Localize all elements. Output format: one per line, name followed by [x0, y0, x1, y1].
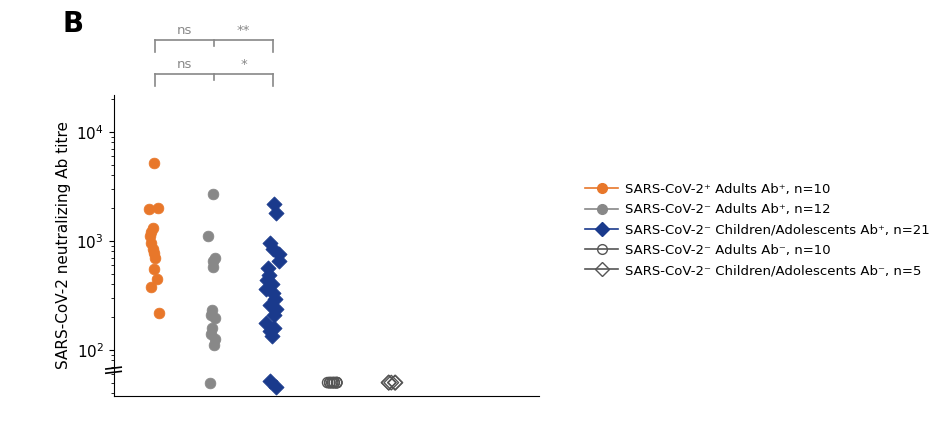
- Point: [205, 263, 220, 270]
- Point: [272, 258, 287, 265]
- Point: [203, 330, 219, 337]
- Point: [142, 206, 157, 213]
- Text: B: B: [62, 10, 83, 38]
- Point: [147, 266, 162, 273]
- Point: [201, 233, 216, 240]
- Point: [259, 276, 274, 283]
- Point: [329, 379, 344, 386]
- Point: [265, 290, 280, 297]
- Point: [143, 229, 158, 236]
- Point: [267, 325, 282, 332]
- Point: [329, 379, 344, 386]
- Point: [263, 377, 278, 384]
- Point: [144, 240, 159, 247]
- Point: [320, 379, 335, 386]
- Point: [204, 307, 219, 314]
- Point: [208, 336, 223, 343]
- Point: [268, 306, 283, 313]
- Y-axis label: SARS-CoV-2 neutralizing Ab titre: SARS-CoV-2 neutralizing Ab titre: [56, 121, 71, 369]
- Point: [325, 379, 341, 386]
- Point: [267, 311, 282, 318]
- Point: [204, 324, 219, 331]
- Point: [261, 271, 276, 278]
- Point: [205, 190, 220, 197]
- Text: ns: ns: [177, 58, 192, 71]
- Point: [326, 379, 342, 386]
- Point: [262, 301, 277, 308]
- Point: [259, 286, 274, 293]
- Point: [205, 258, 220, 265]
- Point: [145, 225, 160, 232]
- Point: [263, 240, 278, 247]
- Text: ns: ns: [177, 25, 192, 37]
- Point: [264, 333, 279, 340]
- Point: [323, 379, 338, 386]
- Point: [143, 233, 158, 240]
- Point: [384, 379, 399, 386]
- Point: [269, 383, 284, 390]
- Point: [208, 315, 223, 322]
- Point: [148, 254, 163, 261]
- Point: [267, 200, 282, 207]
- Point: [266, 245, 281, 252]
- Point: [265, 281, 280, 288]
- Legend: SARS-CoV-2⁺ Adults Ab⁺, n=10, SARS-CoV-2⁻ Adults Ab⁺, n=12, SARS-CoV-2⁻ Children: SARS-CoV-2⁺ Adults Ab⁺, n=10, SARS-CoV-2…: [580, 178, 935, 283]
- Point: [144, 283, 159, 290]
- Point: [326, 379, 342, 386]
- Point: [207, 254, 222, 261]
- Point: [387, 379, 402, 386]
- Point: [269, 209, 284, 216]
- Point: [146, 249, 161, 256]
- Point: [329, 379, 344, 386]
- Point: [381, 379, 396, 386]
- Point: [260, 265, 275, 272]
- Text: **: **: [236, 25, 251, 37]
- Point: [149, 275, 165, 282]
- Point: [207, 342, 222, 349]
- Point: [272, 251, 287, 258]
- Point: [388, 379, 403, 386]
- Point: [262, 328, 277, 335]
- Point: [146, 245, 161, 252]
- Text: *: *: [240, 58, 247, 71]
- Point: [147, 160, 162, 166]
- Point: [203, 311, 219, 318]
- Point: [202, 379, 218, 386]
- Point: [268, 296, 283, 303]
- Point: [381, 379, 396, 386]
- Point: [322, 379, 337, 386]
- Point: [151, 309, 166, 316]
- Point: [259, 320, 274, 327]
- Point: [150, 205, 166, 212]
- Point: [324, 379, 340, 386]
